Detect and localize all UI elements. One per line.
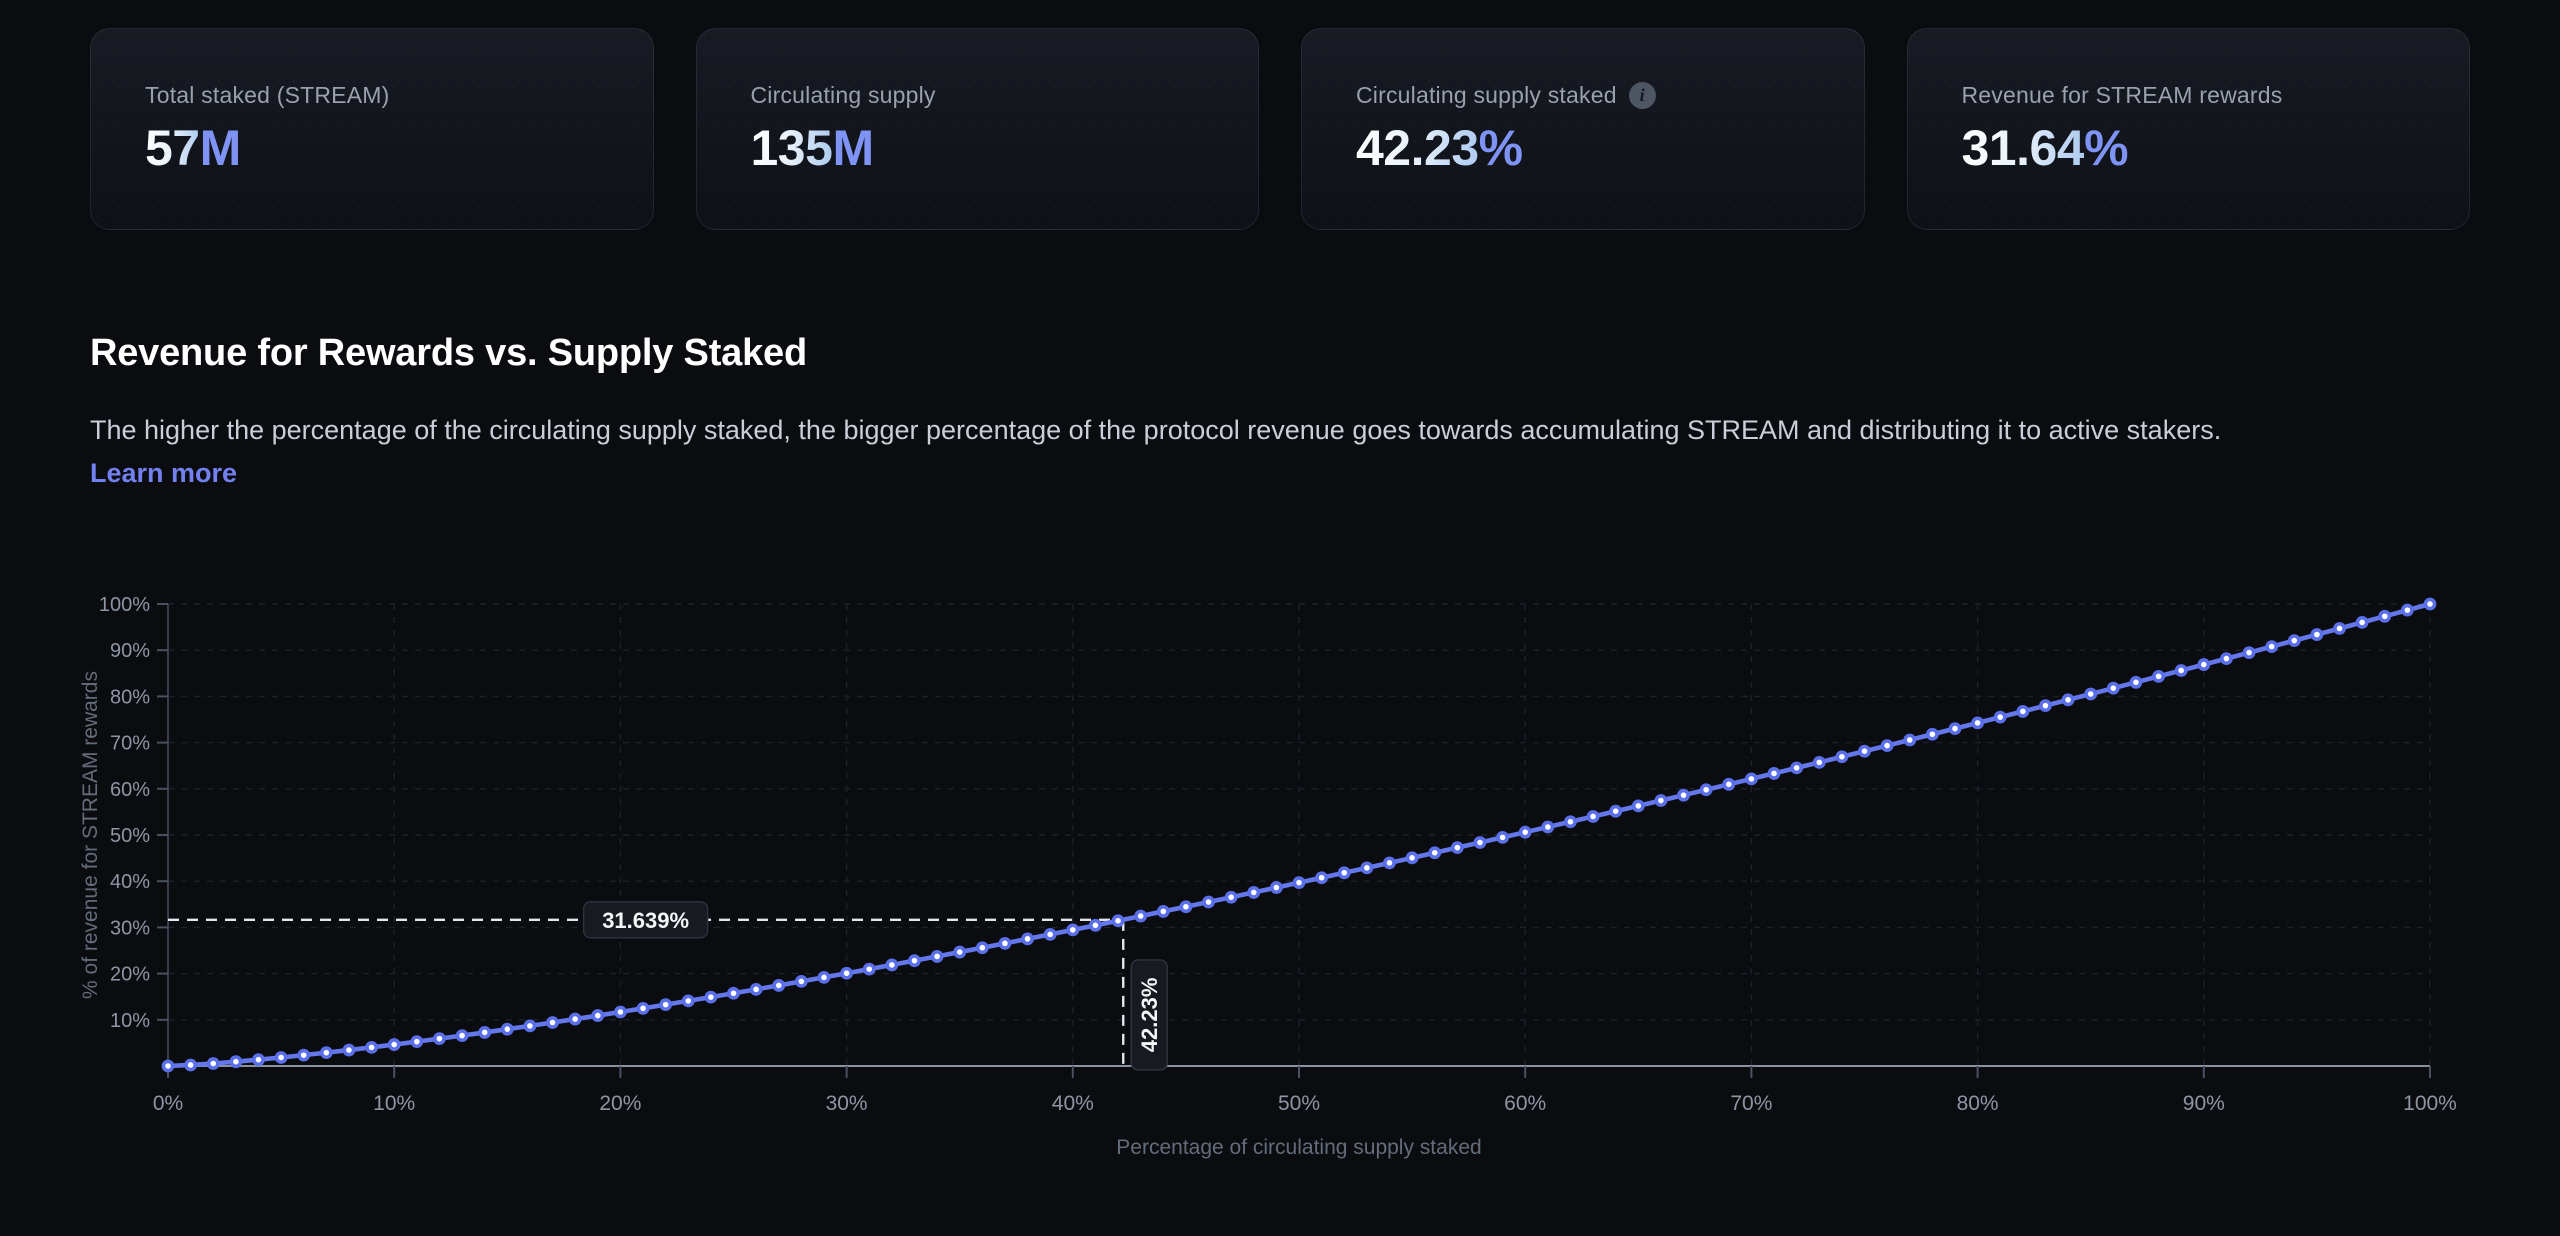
info-icon[interactable]: i: [1628, 82, 1656, 109]
stat-suffix: %: [2084, 120, 2129, 176]
stat-label: Total staked (STREAM): [145, 82, 390, 108]
x-tick-label: 0%: [153, 1092, 183, 1115]
stat-value: 57M: [145, 121, 599, 176]
y-tick-label: 40%: [110, 871, 150, 893]
x-tick-label: 70%: [1730, 1092, 1772, 1115]
stat-card-circulating-supply: Circulating supply 135M: [695, 28, 1259, 230]
y-tick-label: 70%: [110, 733, 150, 755]
y-tick-label: 50%: [110, 825, 150, 847]
x-tick-label: 30%: [826, 1092, 868, 1115]
stat-suffix: M: [199, 120, 242, 176]
section-description: The higher the percentage of the circula…: [90, 415, 2222, 445]
stat-label: Circulating supply: [750, 82, 936, 108]
y-tick-label: 90%: [110, 640, 150, 662]
stat-value: 42.23%: [1356, 121, 1810, 176]
stat-card-revenue-rewards: Revenue for STREAM rewards 31.64%: [1906, 28, 2470, 230]
x-tick-label: 10%: [373, 1092, 415, 1115]
revenue-vs-staked-chart: 10% 20% 30% 40% 50% 60% 70% 80% 90% 100% 0% 10% 20% 3…: [0, 589, 2560, 1209]
x-tick-label: 40%: [1052, 1092, 1094, 1115]
y-tick-label: 10%: [110, 1010, 150, 1032]
x-tick-label: 100%: [2403, 1092, 2457, 1115]
stat-suffix: %: [1478, 120, 1523, 176]
axes: 10% 20% 30% 40% 50% 60% 70% 80% 90% 100% 0% 10% 20% 3…: [99, 594, 2457, 1115]
stat-value: 135M: [751, 121, 1205, 176]
stat-cards-row: Total staked (STREAM) 57M Circulating su…: [90, 28, 2470, 230]
stat-label: Revenue for STREAM rewards: [1961, 82, 2283, 108]
grid-lines: [168, 603, 2431, 1067]
y-tick-label: 80%: [110, 687, 150, 709]
stat-number: 31.64: [1961, 120, 2085, 176]
svg-text:42.23%: 42.23%: [1137, 978, 1162, 1053]
stat-value: 31.64%: [1962, 121, 2416, 176]
line-chart-canvas: 10% 20% 30% 40% 50% 60% 70% 80% 90% 100% 0% 10% 20% 3…: [79, 594, 2457, 1159]
stat-suffix: M: [832, 120, 874, 176]
page-title: Revenue for Rewards vs. Supply Staked: [90, 332, 807, 374]
stat-number: 42.23: [1356, 120, 1479, 176]
y-axis-title: % of revenue for STREAM rewards: [79, 671, 102, 999]
x-value-annotation: 42.23%: [1130, 959, 1168, 1071]
y-tick-label: 30%: [110, 918, 150, 940]
x-tick-label: 20%: [599, 1092, 641, 1115]
data-points: [161, 597, 2437, 1073]
stat-card-total-staked: Total staked (STREAM) 57M: [90, 28, 654, 230]
stat-number: 57: [145, 120, 200, 176]
y-tick-label: 20%: [110, 964, 150, 986]
x-tick-label: 60%: [1504, 1092, 1546, 1115]
stat-label: Circulating supply staked i: [1356, 82, 1810, 109]
x-tick-label: 50%: [1278, 1092, 1320, 1115]
crosshair-reference-lines: [168, 918, 1125, 1067]
x-tick-label: 80%: [1957, 1092, 1999, 1115]
x-tick-label: 90%: [2183, 1092, 2225, 1115]
y-tick-label: 100%: [99, 594, 150, 616]
y-value-annotation: 31.639%: [582, 901, 709, 939]
stat-number: 135: [750, 120, 833, 176]
x-axis-title: Percentage of circulating supply staked: [1116, 1136, 1481, 1159]
learn-more-link[interactable]: Learn more: [90, 458, 238, 489]
svg-text:31.639%: 31.639%: [602, 908, 689, 933]
y-tick-label: 60%: [110, 779, 150, 801]
stat-card-supply-staked: Circulating supply staked i 42.23%: [1301, 28, 1865, 230]
